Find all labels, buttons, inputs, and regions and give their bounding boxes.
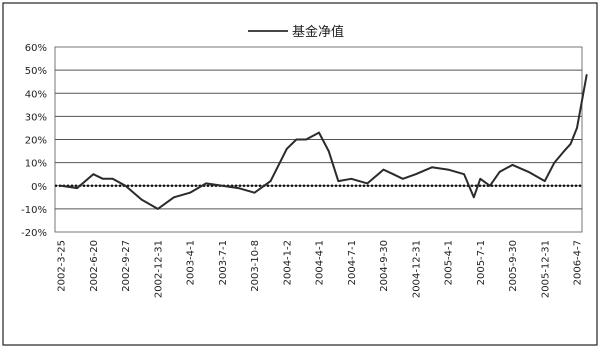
x-tick-label: 2004-4-1 (315, 240, 326, 285)
data-point (585, 74, 588, 76)
data-point (92, 173, 95, 175)
data-point (350, 178, 353, 180)
data-point (447, 168, 449, 171)
data-point (60, 185, 62, 187)
y-tick-label: 50% (25, 66, 47, 77)
x-tick-label: 2004-12-31 (411, 240, 422, 298)
series-line (60, 74, 588, 210)
data-point (544, 180, 546, 182)
x-axis-ticks: 2002-3-25 2002-6-20 2002-9-27 2002-12-31 200… (57, 240, 584, 298)
data-point (189, 191, 191, 194)
data-point (431, 166, 433, 169)
y-tick-label: 60% (25, 43, 47, 54)
data-point (295, 138, 298, 141)
y-tick-label: 30% (25, 112, 47, 123)
y-tick-label: 10% (25, 159, 47, 170)
data-point (111, 178, 114, 180)
y-tick-label: 20% (25, 136, 47, 147)
data-point (205, 182, 207, 185)
data-point (553, 161, 556, 164)
data-point (253, 191, 256, 194)
y-tick-label: -10% (21, 205, 47, 216)
x-tick-label: 2006-4-7 (573, 240, 584, 285)
data-point (327, 150, 330, 152)
data-point (157, 208, 159, 210)
data-point (366, 182, 369, 185)
data-point (489, 185, 491, 187)
x-tick-label: 2005-7-1 (476, 240, 487, 285)
series-layer (60, 74, 588, 210)
data-point (473, 196, 475, 199)
x-tick-label: 2004-1-2 (282, 240, 293, 285)
x-tick-label: 2002-3-25 (57, 240, 68, 292)
data-point (337, 180, 340, 182)
data-point (479, 178, 482, 180)
data-point (269, 180, 272, 182)
data-point (392, 173, 395, 175)
y-tick-label: 0% (31, 182, 47, 193)
data-point (415, 173, 417, 175)
data-point (382, 168, 385, 171)
y-tick-label: 40% (25, 89, 47, 100)
data-point (498, 171, 501, 173)
data-point (569, 143, 572, 145)
data-point (563, 150, 565, 152)
x-tick-label: 2002-9-27 (121, 240, 132, 292)
gridlines (55, 69, 582, 210)
x-tick-label: 2003-7-1 (218, 240, 229, 285)
data-point (102, 178, 104, 180)
x-tick-label: 2003-4-1 (186, 240, 197, 285)
data-point (402, 178, 404, 180)
data-point (76, 187, 78, 189)
data-point (305, 138, 307, 141)
y-tick-label: -20% (21, 228, 47, 239)
data-point (286, 148, 288, 150)
x-tick-label: 2002-6-20 (89, 240, 100, 292)
x-tick-label: 2003-10-8 (250, 240, 261, 292)
x-tick-label: 2002-12-31 (153, 240, 164, 298)
x-tick-label: 2005-4-1 (444, 240, 455, 285)
data-point (140, 198, 143, 201)
data-point (237, 187, 240, 189)
x-tick-label: 2005-9-30 (508, 240, 519, 292)
x-tick-label: 2005-12-31 (540, 240, 551, 298)
data-point (511, 164, 514, 166)
x-tick-label: 2004-9-30 (379, 240, 390, 292)
data-point (318, 131, 320, 134)
legend: 基金净值 (248, 24, 344, 40)
legend-label: 基金净值 (292, 24, 344, 40)
data-point (173, 196, 175, 199)
x-tick-label: 2004-7-1 (347, 240, 358, 285)
data-point (576, 127, 578, 129)
data-point (221, 185, 224, 187)
data-point (463, 173, 465, 175)
data-point (124, 185, 127, 187)
data-point (527, 171, 530, 173)
y-axis-ticks: 60% 50% 40% 30% 20% 10% 0% -10% -20% (21, 43, 47, 239)
